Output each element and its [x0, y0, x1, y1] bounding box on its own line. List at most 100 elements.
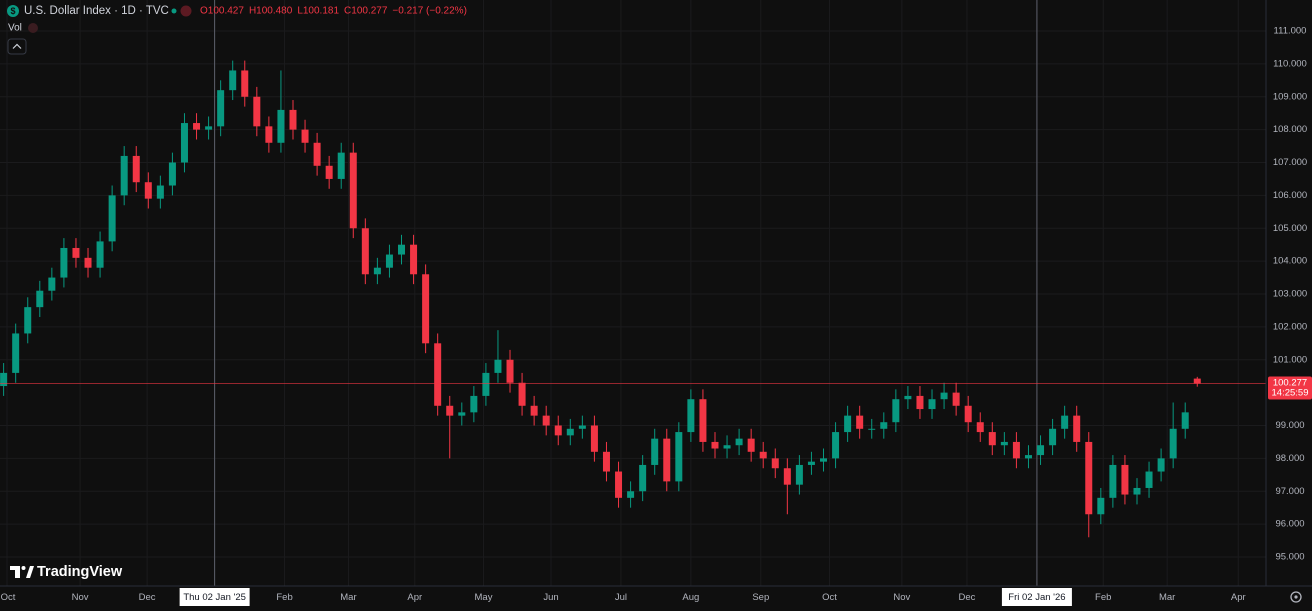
- candle-body: [940, 392, 948, 400]
- date-highlight: [1001, 588, 1072, 606]
- flag-icon[interactable]: [180, 5, 192, 17]
- y-tick-label: 99.000: [1275, 420, 1304, 431]
- candle-body: [36, 290, 44, 308]
- y-tick-label: 97.000: [1275, 486, 1304, 497]
- x-tick-label: Sep: [752, 592, 769, 603]
- candle-body: [1169, 428, 1177, 459]
- candle-body: [615, 471, 623, 498]
- candle-body: [952, 392, 960, 406]
- y-tick-label: 104.000: [1273, 256, 1307, 267]
- candle-body: [856, 415, 864, 429]
- candle-body: [554, 425, 562, 436]
- candle-body: [1000, 441, 1008, 446]
- candle-body: [277, 109, 285, 143]
- candle-body: [373, 267, 381, 275]
- candle-body: [1012, 441, 1020, 459]
- candle-body: [675, 432, 683, 482]
- candle-body: [542, 415, 550, 426]
- y-tick-label: 110.000: [1273, 58, 1307, 69]
- candle-body: [651, 438, 659, 465]
- x-tick-label: Dec: [959, 592, 976, 603]
- x-tick-label: Mar: [1159, 592, 1175, 603]
- candle-body: [590, 425, 598, 452]
- candle-body: [0, 372, 8, 387]
- candle-body: [639, 464, 647, 492]
- ohlc-value: L100.181: [297, 6, 339, 17]
- x-tick-label: May: [475, 592, 493, 603]
- x-tick-label: Oct: [1, 592, 16, 603]
- y-tick-label: 107.000: [1273, 157, 1307, 168]
- candle-body: [385, 254, 393, 268]
- candle-body: [723, 445, 731, 449]
- x-tick-label: Jul: [615, 592, 627, 603]
- candle-body: [506, 359, 514, 383]
- candle-body: [1061, 415, 1069, 429]
- candle-body: [627, 491, 635, 498]
- candle-body: [699, 399, 707, 442]
- candle-body: [470, 395, 478, 413]
- market-status: [171, 8, 177, 14]
- candle-body: [711, 441, 719, 449]
- candle-body: [783, 468, 791, 485]
- candle-body: [265, 126, 273, 143]
- candle-body: [1024, 455, 1032, 459]
- x-tick-label: Aug: [682, 592, 699, 603]
- candle-body: [180, 123, 188, 163]
- y-tick-label: 106.000: [1273, 190, 1307, 201]
- candle-body: [12, 333, 20, 373]
- candle-body: [964, 405, 972, 423]
- candle-body: [217, 90, 225, 127]
- candle-body: [518, 382, 526, 406]
- candle-body: [410, 244, 418, 275]
- candle-body: [349, 152, 357, 229]
- symbol-icon[interactable]: [7, 5, 19, 17]
- y-tick-label: 96.000: [1275, 519, 1304, 530]
- candle-body: [1073, 415, 1081, 442]
- volume-label[interactable]: Vol: [8, 23, 22, 34]
- x-tick-label: Feb: [1095, 592, 1111, 603]
- candle-body: [494, 359, 502, 373]
- y-tick-label: 111.000: [1274, 26, 1307, 37]
- candle-body: [904, 395, 912, 400]
- chart-title[interactable]: U.S. Dollar Index · 1D · TVC: [24, 5, 169, 17]
- candle-body: [241, 70, 249, 97]
- candle-body: [434, 343, 442, 406]
- x-tick-label: Fri 02 Jan '26: [1008, 592, 1065, 603]
- candle-body: [289, 109, 297, 130]
- candle-body: [60, 247, 68, 278]
- collapse-button[interactable]: [7, 38, 27, 55]
- candle-body: [735, 438, 743, 446]
- x-tick-label: Feb: [276, 592, 292, 603]
- candle-body: [458, 412, 466, 416]
- brand-logo[interactable]: TradingView: [10, 564, 123, 580]
- volume-warning[interactable]: [28, 23, 38, 33]
- candle-body: [84, 257, 92, 268]
- candle-body: [193, 123, 201, 130]
- candle-body: [687, 399, 695, 433]
- x-tick-label: Oct: [822, 592, 837, 603]
- candle-body: [976, 422, 984, 433]
- candle-body: [1133, 487, 1141, 495]
- candle-body: [301, 129, 309, 143]
- brand-name: TradingView: [37, 564, 123, 580]
- candle-body: [771, 458, 779, 469]
- x-tick-label: Nov: [893, 592, 910, 603]
- candle-body: [832, 432, 840, 459]
- candle-body: [1049, 428, 1057, 446]
- x-tick-label: Mar: [340, 592, 356, 603]
- candle-body: [602, 451, 610, 472]
- ohlc-value: −0.217 (−0.22%): [392, 6, 467, 17]
- candle-body: [398, 244, 406, 255]
- candle-body: [916, 395, 924, 410]
- candle-body: [168, 162, 176, 186]
- collapse-icon: [12, 43, 22, 49]
- candle-body: [422, 274, 430, 344]
- candle-body: [844, 415, 852, 433]
- candle-body: [229, 70, 237, 91]
- logo-dot: [21, 566, 26, 570]
- x-tick-label: Apr: [407, 592, 422, 603]
- price-label-box: [1268, 376, 1312, 400]
- settings-button[interactable]: [1290, 591, 1302, 603]
- candle-body: [1145, 471, 1153, 488]
